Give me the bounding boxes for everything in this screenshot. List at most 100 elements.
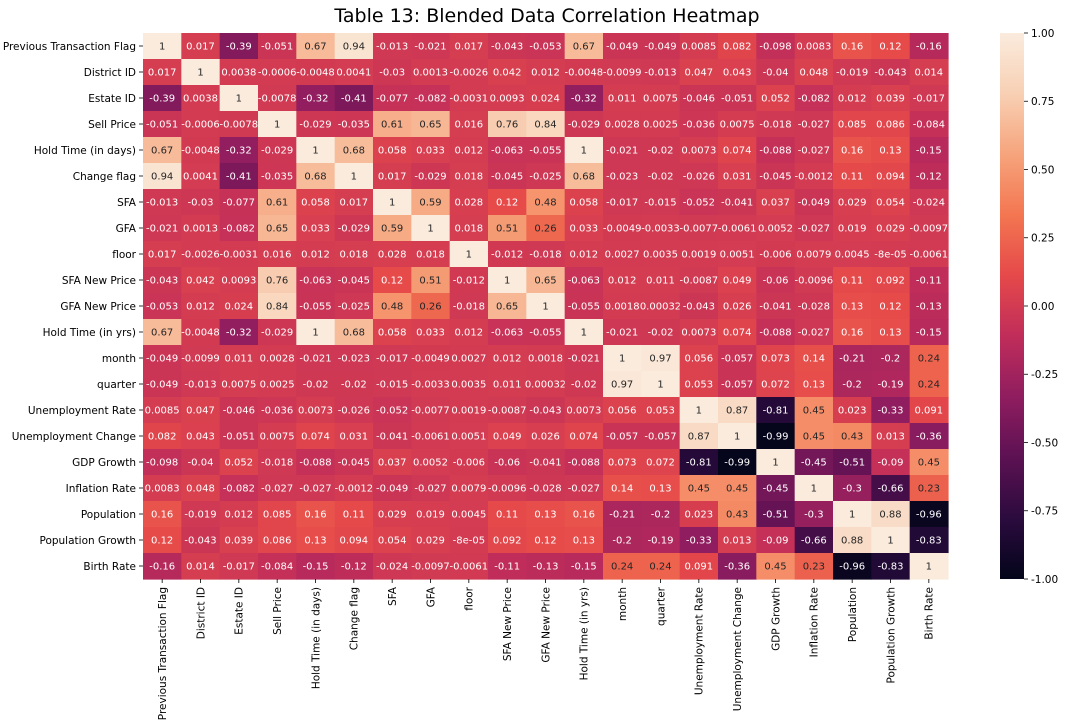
heatmap-cell <box>181 527 221 554</box>
heatmap-cell <box>641 267 681 294</box>
cell-value-label: 0.056 <box>685 354 714 365</box>
heatmap-cell <box>449 449 489 476</box>
heatmap-cell <box>871 85 911 112</box>
heatmap-cell <box>488 423 527 450</box>
heatmap-cell <box>526 111 566 138</box>
cell-value-label: -0.02 <box>303 380 329 391</box>
heatmap-cell <box>833 553 872 580</box>
cell-value-label: 0.67 <box>151 146 173 157</box>
heatmap-cell <box>334 215 374 242</box>
heatmap-cell <box>794 449 834 476</box>
heatmap-cell <box>564 33 604 60</box>
heatmap-cell <box>219 111 259 138</box>
heatmap-cell <box>181 267 221 294</box>
heatmap-cell <box>181 163 221 190</box>
cell-value-label: -0.018 <box>453 302 485 313</box>
heatmap-cell <box>296 319 336 346</box>
cell-value-label: -0.051 <box>223 432 255 443</box>
cell-value-label: -0.024 <box>376 562 408 573</box>
row-tick-label: Unemployment Change <box>12 431 136 443</box>
heatmap-cell <box>488 241 527 268</box>
heatmap-cell <box>603 475 642 502</box>
heatmap-cell <box>756 501 796 528</box>
cell-value-label: 0.67 <box>573 42 595 53</box>
heatmap-cell <box>411 397 451 424</box>
cell-value-label: -0.082 <box>223 484 255 495</box>
cell-value-label: 0.87 <box>726 406 748 417</box>
cell-value-label: 0.072 <box>646 458 675 469</box>
cell-value-label: -0.0031 <box>220 250 259 261</box>
cell-value-label: 0.0085 <box>681 42 716 53</box>
heatmap-cell <box>449 553 489 580</box>
heatmap-cell <box>718 501 757 528</box>
heatmap-cell <box>219 59 259 86</box>
heatmap-cell <box>449 59 489 86</box>
heatmap-cell <box>679 293 719 320</box>
cell-value-label: -0.082 <box>414 94 446 105</box>
heatmap-cell <box>411 111 451 138</box>
heatmap-cell <box>794 293 834 320</box>
heatmap-cell <box>526 215 566 242</box>
cell-value-label: 0.026 <box>531 432 560 443</box>
heatmap-cell <box>449 371 489 398</box>
cell-value-label: 1 <box>351 172 357 183</box>
heatmap-cell <box>373 293 412 320</box>
heatmap-cell <box>373 137 412 164</box>
colorbar-tick-label: -1.00 <box>1031 574 1058 586</box>
cell-value-label: 0.16 <box>573 510 595 521</box>
heatmap-cell <box>756 293 796 320</box>
column-tick-label: month <box>617 587 629 621</box>
heatmap-cell <box>564 189 604 216</box>
heatmap-cell <box>296 345 336 372</box>
heatmap-cell <box>909 371 949 398</box>
cell-value-label: 0.0075 <box>221 380 256 391</box>
cell-value-label: -0.013 <box>146 198 178 209</box>
heatmap-cell <box>143 59 182 86</box>
heatmap-cell <box>411 319 451 346</box>
heatmap-cell <box>449 189 489 216</box>
cell-value-label: 0.073 <box>761 354 790 365</box>
cell-value-label: -0.029 <box>261 328 293 339</box>
heatmap-cell <box>871 111 911 138</box>
colorbar-tick-label: 0.50 <box>1031 164 1054 176</box>
heatmap-cell <box>526 59 566 86</box>
heatmap-cell <box>871 189 911 216</box>
cell-value-label: 0.26 <box>419 302 441 313</box>
cell-value-label: -0.027 <box>414 484 446 495</box>
heatmap-cell <box>181 345 221 372</box>
heatmap-cell <box>603 293 642 320</box>
cell-value-label: -0.41 <box>226 172 252 183</box>
heatmap-cell <box>143 267 182 294</box>
heatmap-cell <box>449 137 489 164</box>
heatmap-cell <box>488 215 527 242</box>
heatmap-cell <box>679 553 719 580</box>
heatmap-cell <box>679 371 719 398</box>
colorbar-tick-label: -0.75 <box>1031 506 1058 518</box>
cell-value-label: -0.02 <box>341 380 367 391</box>
heatmap-cell <box>143 319 182 346</box>
cell-value-label: 0.0093 <box>221 276 256 287</box>
heatmap-cell <box>641 189 681 216</box>
cell-value-label: -0.0061 <box>718 224 757 235</box>
cell-value-label: 0.0045 <box>451 510 486 521</box>
heatmap-cell <box>219 241 259 268</box>
cell-value-label: 1 <box>466 250 472 261</box>
heatmap-cell <box>334 423 374 450</box>
cell-value-label: -0.0077 <box>411 406 450 417</box>
cell-value-label: -0.017 <box>223 562 255 573</box>
cell-value-label: -0.049 <box>146 354 178 365</box>
cell-value-label: -0.0033 <box>641 224 680 235</box>
cell-value-label: -0.0097 <box>910 224 949 235</box>
heatmap-cell <box>488 33 527 60</box>
cell-value-label: 0.054 <box>378 536 407 547</box>
heatmap-cell <box>679 527 719 554</box>
cell-value-label: -0.006 <box>453 458 485 469</box>
heatmap-cell <box>833 33 872 60</box>
cell-value-label: 0.082 <box>148 432 177 443</box>
cell-value-label: -0.45 <box>801 458 827 469</box>
cell-value-label: -0.024 <box>913 198 945 209</box>
colorbar-tick-label: 0.25 <box>1031 233 1054 245</box>
cell-value-label: 0.26 <box>534 224 556 235</box>
cell-value-label: -0.098 <box>759 42 791 53</box>
heatmap-cell <box>718 241 757 268</box>
